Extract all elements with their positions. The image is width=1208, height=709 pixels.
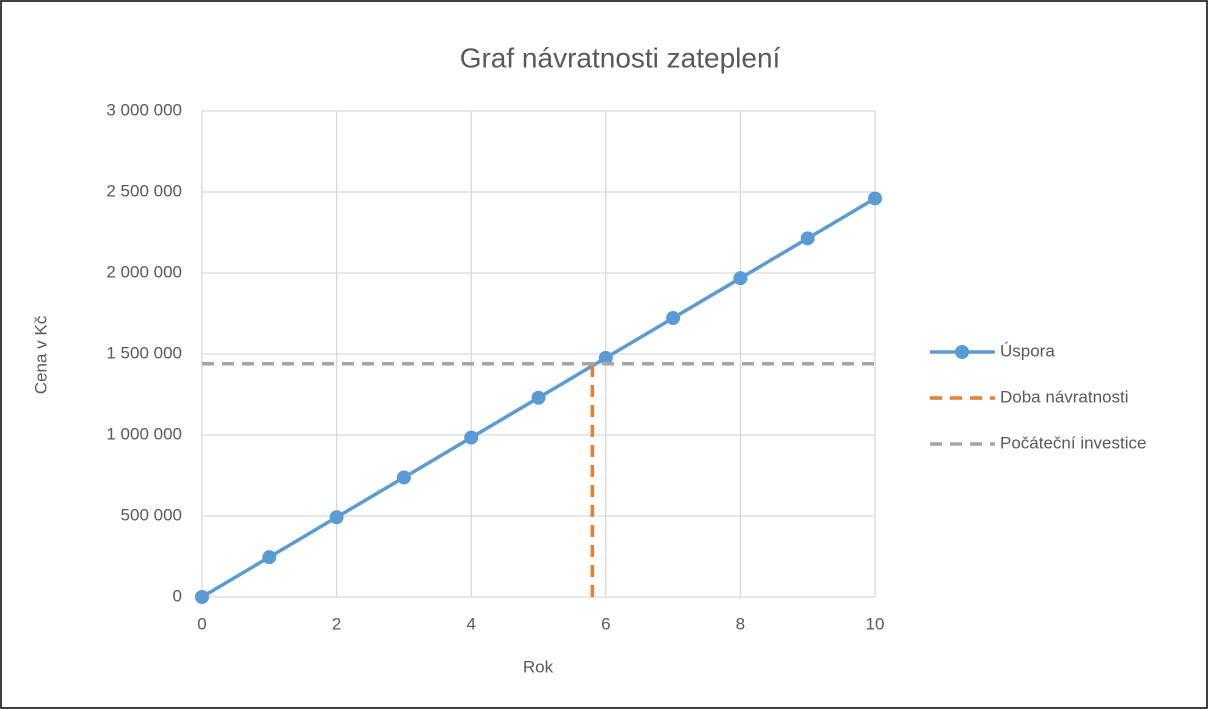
y-tick-label: 1 500 000 — [106, 343, 182, 362]
y-tick-label: 1 000 000 — [106, 424, 182, 443]
data-point — [800, 231, 815, 246]
x-tick-label: 6 — [601, 614, 610, 633]
data-point — [262, 550, 277, 565]
data-point — [396, 470, 411, 485]
chart-title: Graf návratnosti zateplení — [460, 42, 781, 73]
legend-marker — [955, 345, 969, 359]
y-axis-label: Cena v Kč — [31, 315, 50, 394]
y-tick-label: 2 000 000 — [106, 262, 182, 281]
data-point — [868, 191, 882, 206]
x-tick-label: 8 — [736, 614, 745, 633]
data-point — [464, 430, 479, 445]
x-tick-label: 4 — [466, 614, 475, 633]
x-tick-label: 2 — [332, 614, 341, 633]
y-tick-label: 3 000 000 — [106, 100, 182, 119]
y-tick-label: 500 000 — [121, 505, 182, 524]
x-tick-label: 0 — [197, 614, 206, 633]
y-tick-label: 0 — [173, 586, 182, 605]
y-tick-label: 2 500 000 — [106, 181, 182, 200]
data-point — [733, 271, 748, 286]
data-point — [195, 590, 209, 604]
data-point — [598, 350, 613, 365]
data-point — [531, 390, 546, 405]
legend-label: Doba návratnosti — [1000, 387, 1129, 406]
data-point — [329, 510, 344, 525]
data-point — [666, 311, 681, 326]
x-tick-label: 10 — [866, 614, 885, 633]
legend-label: Úspora — [1000, 341, 1055, 360]
x-axis-label: Rok — [523, 657, 554, 676]
legend-label: Počáteční investice — [1000, 433, 1146, 452]
